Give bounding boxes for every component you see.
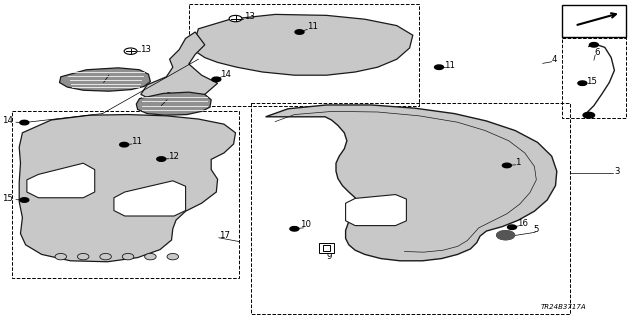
Text: 9: 9: [326, 252, 332, 261]
Ellipse shape: [77, 253, 89, 260]
Text: 11: 11: [444, 61, 454, 70]
Circle shape: [20, 198, 29, 202]
Bar: [323, 245, 330, 251]
Bar: [12, 111, 239, 278]
Text: 16: 16: [517, 219, 528, 228]
Ellipse shape: [145, 253, 156, 260]
Text: 13: 13: [244, 12, 255, 21]
Circle shape: [120, 142, 129, 147]
Circle shape: [497, 231, 515, 240]
Text: FR.: FR.: [566, 12, 584, 22]
Ellipse shape: [55, 253, 67, 260]
Circle shape: [435, 65, 444, 69]
Bar: [189, 4, 419, 106]
Polygon shape: [60, 68, 150, 91]
Circle shape: [290, 227, 299, 231]
Circle shape: [295, 30, 304, 34]
Polygon shape: [19, 115, 236, 262]
Text: 12: 12: [168, 152, 179, 161]
Text: 15: 15: [2, 194, 13, 203]
Circle shape: [20, 120, 29, 125]
Text: 8: 8: [165, 92, 171, 101]
Text: 15: 15: [586, 77, 597, 86]
Polygon shape: [266, 105, 557, 261]
Polygon shape: [194, 14, 413, 75]
Polygon shape: [136, 92, 211, 115]
Text: 14: 14: [220, 70, 231, 79]
Text: 6: 6: [594, 48, 600, 57]
Polygon shape: [141, 32, 218, 99]
Polygon shape: [27, 163, 95, 198]
Ellipse shape: [100, 253, 111, 260]
Polygon shape: [346, 195, 406, 226]
Ellipse shape: [122, 253, 134, 260]
Text: 14: 14: [2, 116, 13, 125]
Text: 7: 7: [108, 68, 113, 77]
Circle shape: [583, 112, 595, 118]
Circle shape: [157, 157, 166, 161]
Circle shape: [578, 81, 587, 85]
Ellipse shape: [167, 253, 179, 260]
Circle shape: [124, 48, 137, 54]
Circle shape: [229, 15, 242, 22]
Circle shape: [508, 225, 516, 229]
Bar: [251, 103, 570, 314]
Text: 5: 5: [534, 225, 540, 234]
Bar: [562, 38, 626, 118]
Text: 3: 3: [614, 167, 620, 176]
Circle shape: [502, 163, 511, 168]
Text: TR24B3717A: TR24B3717A: [541, 304, 586, 310]
Circle shape: [589, 43, 598, 47]
Text: 10: 10: [300, 220, 310, 229]
Polygon shape: [114, 181, 186, 216]
Text: 4: 4: [552, 55, 557, 64]
Bar: [562, 5, 626, 37]
Text: 1: 1: [515, 158, 520, 167]
Text: 17: 17: [219, 231, 230, 240]
Text: 11: 11: [131, 137, 141, 146]
Text: 11: 11: [307, 22, 318, 31]
Text: 13: 13: [140, 45, 150, 54]
Circle shape: [212, 77, 221, 82]
Bar: [319, 243, 334, 253]
